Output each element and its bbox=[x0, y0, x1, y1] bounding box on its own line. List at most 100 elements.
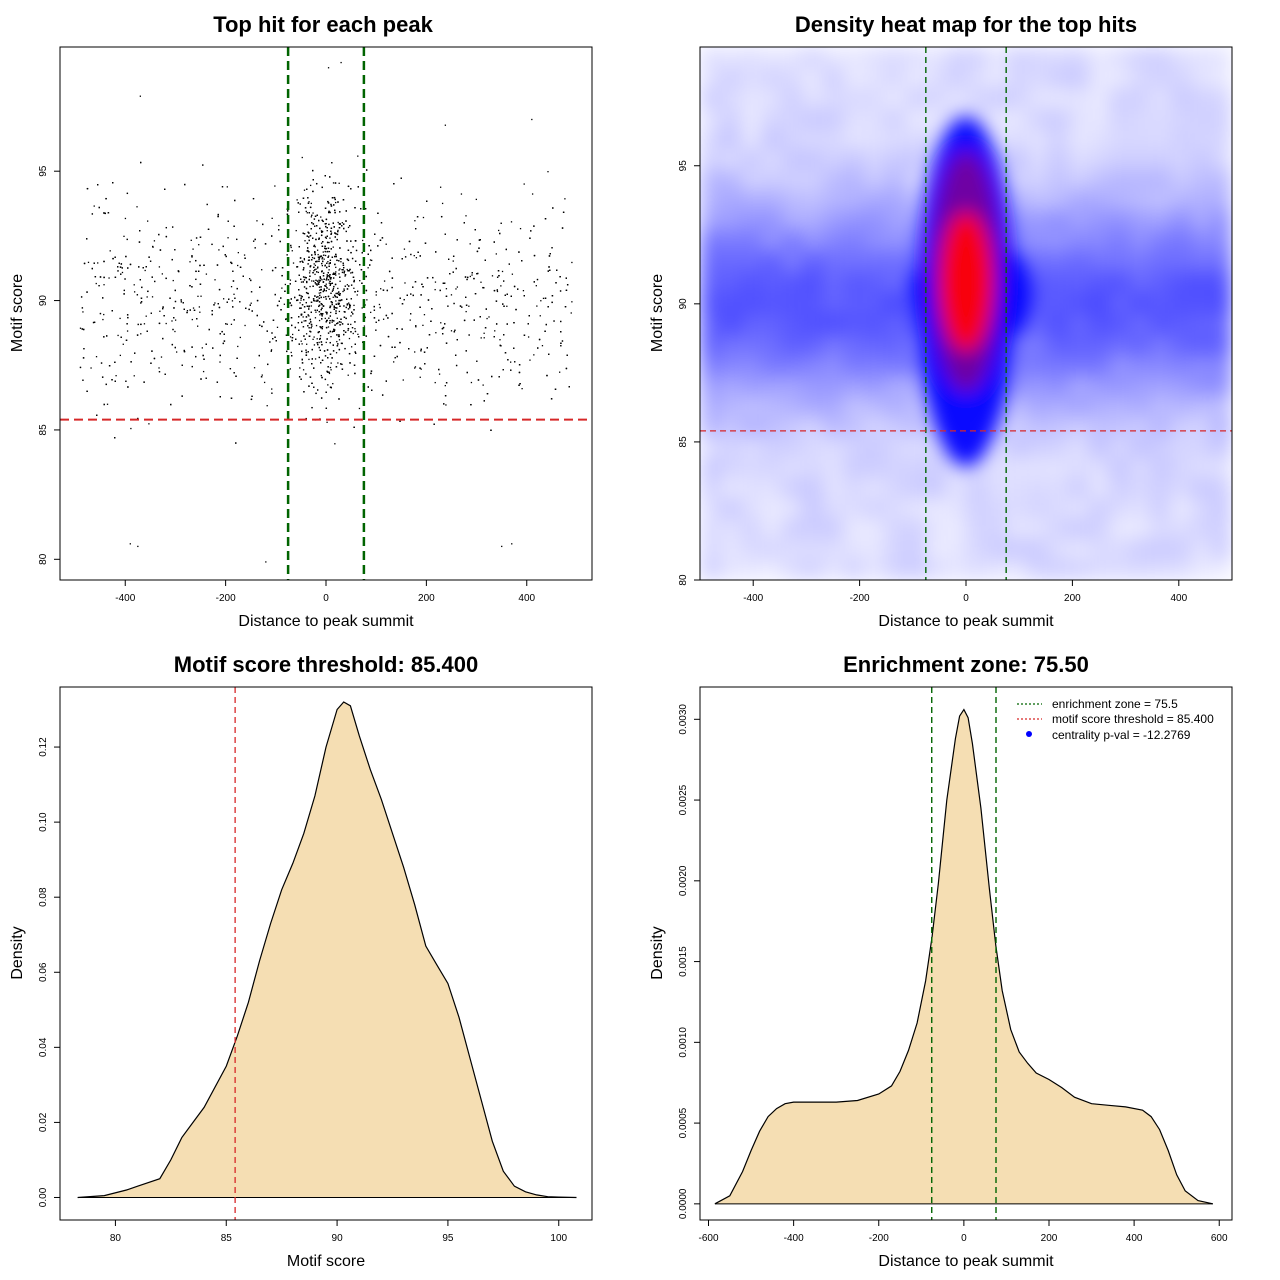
scatter-point bbox=[444, 124, 447, 126]
scatter-point bbox=[165, 277, 167, 280]
scatter-point bbox=[142, 267, 144, 269]
scatter-point bbox=[338, 310, 341, 313]
heat-cell bbox=[719, 476, 742, 499]
scatter-point bbox=[199, 236, 202, 238]
scatter-point bbox=[330, 205, 333, 207]
scatter-point bbox=[324, 355, 327, 357]
scatter-point bbox=[305, 301, 307, 304]
scatter-panel: Top hit for each peak -400 -200 0 200 400808… bbox=[9, 12, 593, 630]
scatter-point bbox=[314, 295, 316, 297]
scatter-point bbox=[352, 313, 354, 315]
scatter-point bbox=[265, 561, 267, 563]
scatter-point bbox=[325, 237, 328, 239]
scatter-point bbox=[313, 386, 315, 388]
heat-cell bbox=[1210, 394, 1232, 417]
scatter-point bbox=[316, 214, 318, 216]
scatter-point bbox=[329, 322, 331, 324]
heat-cell bbox=[985, 517, 1008, 540]
heat-cell bbox=[1005, 394, 1029, 417]
heat-cell bbox=[1149, 210, 1172, 233]
scatter-point bbox=[351, 327, 354, 329]
scatter-point bbox=[219, 333, 221, 335]
scatter-point bbox=[336, 259, 338, 262]
scatter-point bbox=[233, 372, 235, 374]
heat-cell bbox=[1149, 66, 1172, 89]
heat-cell bbox=[821, 394, 845, 417]
scatter-point bbox=[334, 294, 336, 297]
scatter-point bbox=[250, 302, 252, 304]
scatter-point bbox=[318, 356, 320, 359]
scatter-point bbox=[519, 383, 521, 385]
scatter-point bbox=[306, 212, 308, 214]
scatter-point bbox=[318, 297, 321, 299]
heat-cell bbox=[862, 394, 886, 417]
scatter-point bbox=[303, 306, 306, 308]
scatter-point bbox=[320, 374, 323, 377]
scatter-point bbox=[318, 310, 321, 313]
heat-cell bbox=[801, 456, 824, 479]
heat-cell bbox=[719, 169, 742, 192]
scatter-point bbox=[329, 262, 331, 264]
scatter-point bbox=[333, 204, 335, 206]
scatter-point bbox=[321, 326, 324, 328]
heatmap-ylabel: Motif score bbox=[649, 274, 666, 352]
scatter-point bbox=[559, 290, 562, 292]
heat-cell bbox=[944, 497, 967, 520]
scatter-point bbox=[330, 369, 332, 371]
scatter-point bbox=[518, 364, 521, 366]
scatter-point bbox=[86, 390, 88, 393]
scatter-point bbox=[298, 376, 301, 378]
scatter-point bbox=[360, 208, 362, 210]
scatter-point bbox=[186, 309, 189, 312]
scatter-point bbox=[335, 300, 337, 302]
heat-cell bbox=[1169, 497, 1193, 520]
scatter-point bbox=[298, 246, 300, 248]
scatter-point bbox=[359, 264, 361, 266]
heat-cell bbox=[739, 148, 763, 171]
scatter-point bbox=[158, 322, 161, 325]
heat-cell bbox=[1169, 558, 1193, 580]
x-tick-label: 85 bbox=[221, 1233, 233, 1244]
scatter-point bbox=[329, 176, 331, 178]
scatter-point bbox=[504, 294, 507, 296]
scatter-point bbox=[322, 220, 324, 223]
scatter-point bbox=[108, 365, 111, 367]
scatter-point bbox=[316, 260, 318, 263]
heat-cell bbox=[1046, 538, 1070, 561]
heat-cell bbox=[1087, 497, 1111, 520]
scatter-point bbox=[124, 278, 126, 280]
heat-cell bbox=[1128, 271, 1152, 294]
scatter-point bbox=[339, 305, 341, 307]
scatter-point bbox=[554, 388, 557, 390]
heat-cell bbox=[1108, 312, 1131, 335]
scatter-point bbox=[117, 270, 119, 272]
scatter-point bbox=[237, 264, 239, 267]
scatter-point bbox=[318, 238, 320, 240]
scatter-point bbox=[303, 335, 305, 337]
heat-cell bbox=[1128, 374, 1152, 397]
scatter-point bbox=[483, 337, 485, 339]
scatter-point bbox=[328, 282, 330, 284]
scatter-point bbox=[356, 294, 358, 296]
scatter-point bbox=[332, 382, 334, 385]
scatter-point bbox=[553, 320, 555, 322]
scatter-point bbox=[338, 293, 340, 295]
scatter-point bbox=[324, 378, 327, 381]
scatter-point bbox=[286, 254, 288, 256]
scatter-point bbox=[330, 362, 332, 364]
scatter-point bbox=[332, 344, 334, 346]
heat-cell bbox=[780, 435, 804, 458]
scatter-point bbox=[331, 256, 334, 258]
scatter-point bbox=[114, 256, 116, 258]
scatter-point bbox=[308, 201, 310, 203]
heat-cell bbox=[760, 169, 783, 192]
scatter-point bbox=[547, 270, 549, 272]
y-tick-label: 0.12 bbox=[38, 737, 49, 757]
scatter-point bbox=[124, 217, 127, 220]
scatter-point bbox=[145, 315, 147, 317]
scatter-point bbox=[338, 269, 340, 271]
scatter-point bbox=[301, 343, 303, 345]
heat-cell bbox=[1210, 538, 1232, 561]
scatter-point bbox=[305, 351, 308, 354]
scatter-point bbox=[109, 250, 111, 252]
